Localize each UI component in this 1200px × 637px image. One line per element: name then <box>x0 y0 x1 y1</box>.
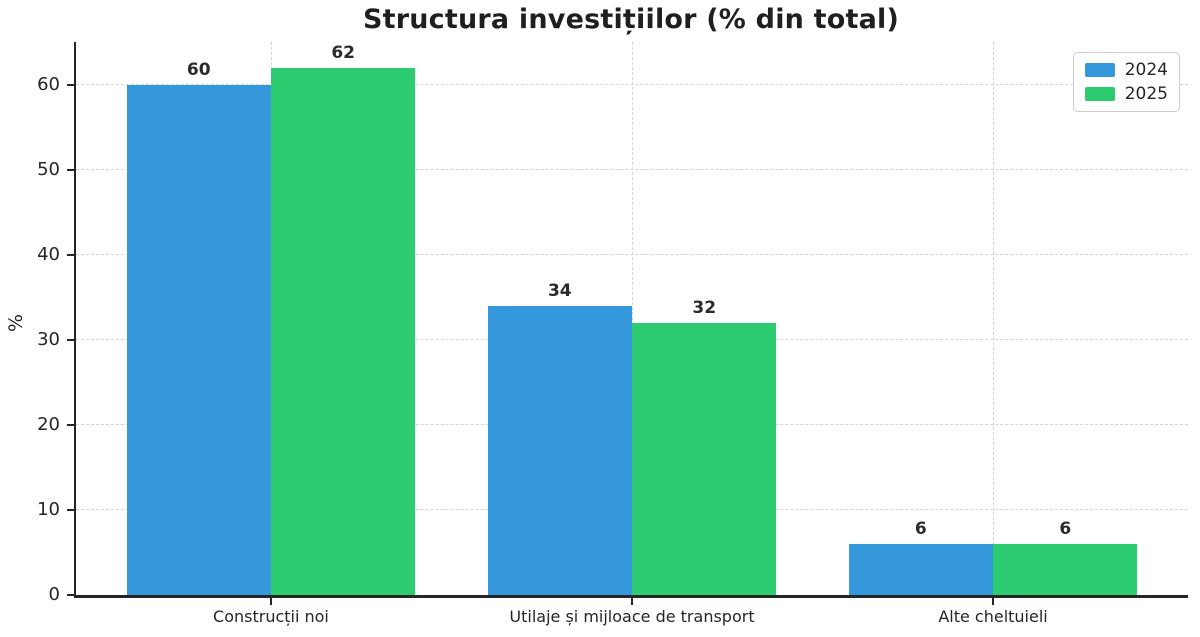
legend-item-2025: 2025 <box>1084 84 1168 104</box>
y-tick-label: 10 <box>37 499 60 521</box>
bar-value-label: 32 <box>692 298 717 319</box>
bar-value-label: 34 <box>547 281 572 302</box>
y-tick-mark <box>67 339 74 342</box>
x-tick-label: Utilaje și mijloace de transport <box>509 607 755 626</box>
x-tick-label: Construcții noi <box>213 607 329 626</box>
bar-2025 <box>993 544 1138 595</box>
legend-item-2024: 2024 <box>1084 60 1168 80</box>
y-tick-mark <box>67 254 74 257</box>
bar-value-label: 62 <box>331 43 355 64</box>
legend-swatch-2025 <box>1084 87 1115 101</box>
vertical-gridline <box>993 42 995 595</box>
bar-2025 <box>632 323 777 595</box>
chart-title: Structura investițiilor (% din total) <box>362 4 900 35</box>
legend-label: 2025 <box>1124 84 1168 104</box>
bars-layer: 60 34 6 62 32 6 <box>76 42 1188 595</box>
y-tick-label: 60 <box>37 74 60 96</box>
bar-value-label: 6 <box>1059 519 1072 540</box>
bar-value-label: 6 <box>914 519 927 540</box>
x-tick-mark <box>269 598 272 605</box>
x-tick-mark <box>992 598 995 605</box>
y-tick-mark <box>67 84 74 87</box>
y-tick-label: 0 <box>48 584 60 605</box>
y-tick-label: 20 <box>37 414 60 436</box>
y-tick-mark <box>67 509 74 512</box>
legend-label: 2024 <box>1124 60 1168 80</box>
bar-2024 <box>487 306 632 595</box>
bar-2024 <box>848 544 994 595</box>
plot-area: 60 34 6 62 32 6 0 10 20 30 40 50 60 Construcții noi U… <box>37 42 1188 626</box>
legend: 2024 2025 <box>1072 52 1180 112</box>
y-tick-label: 30 <box>37 329 60 351</box>
y-tick-mark <box>67 424 74 427</box>
bar-2024 <box>126 85 271 595</box>
x-tick-mark <box>631 598 633 605</box>
y-tick-label: 40 <box>37 244 60 266</box>
y-tick-label: 50 <box>37 159 60 181</box>
y-tick-mark <box>67 594 74 596</box>
vertical-gridline <box>632 42 633 595</box>
bar-value-label: 60 <box>186 60 211 81</box>
x-tick-label: Alte cheltuieli <box>938 607 1048 626</box>
axis-ticks-layer: 0 10 20 30 40 50 60 Construcții noi Utilaje și m… <box>37 42 1188 626</box>
legend-swatch-2024 <box>1084 63 1115 77</box>
y-tick-mark <box>67 169 74 172</box>
bar-2025 <box>270 68 416 595</box>
